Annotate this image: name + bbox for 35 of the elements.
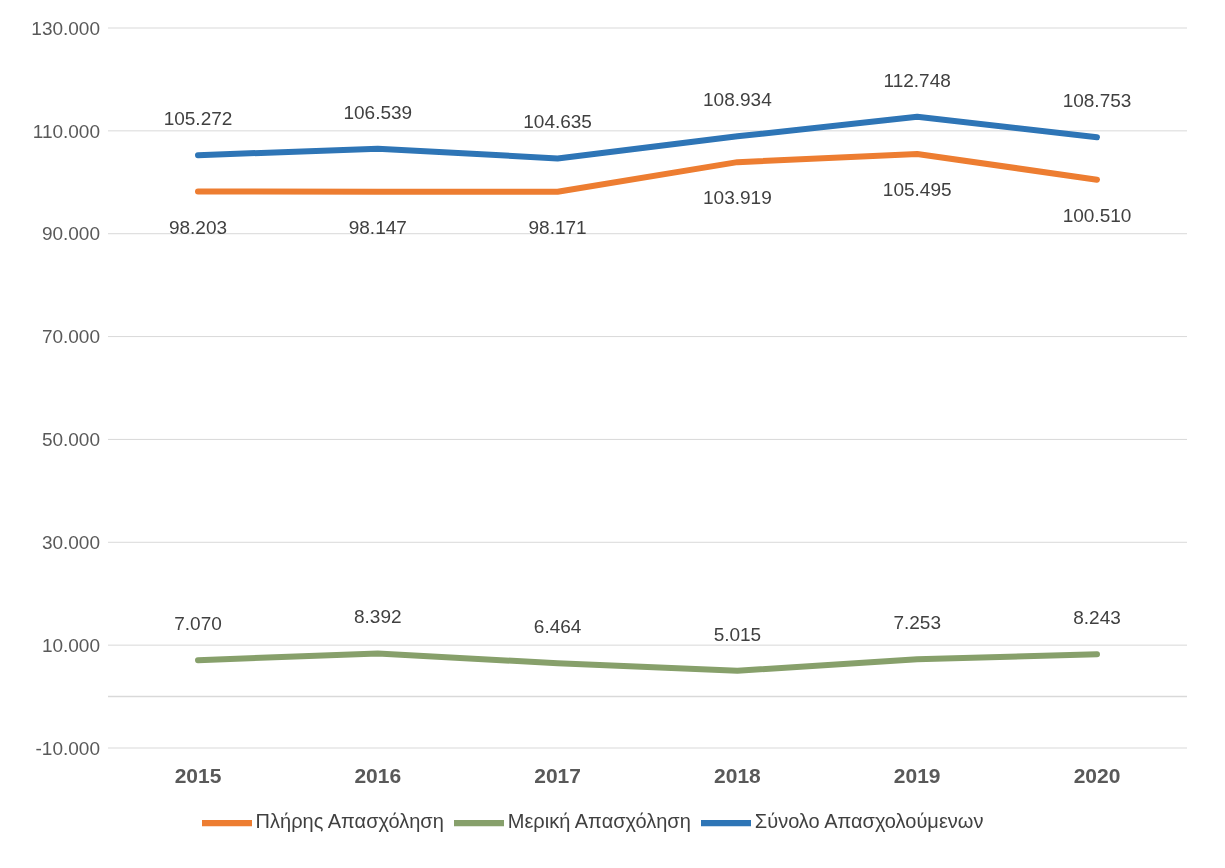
y-tick-label: 90.000 (41, 223, 100, 245)
data-label: 6.464 (533, 616, 582, 638)
x-tick-label: 2016 (354, 763, 402, 787)
y-tick-label: -10.000 (35, 737, 100, 759)
y-tick-label: 130.000 (31, 17, 100, 39)
data-label: 8.243 (1073, 607, 1121, 629)
y-tick-label: 10.000 (41, 634, 100, 656)
data-label: 112.748 (883, 69, 951, 91)
legend-label: Μερική Απασχόληση (507, 810, 691, 833)
x-tick-label: 2020 (1073, 763, 1121, 787)
data-label: 108.934 (703, 89, 773, 111)
y-tick-label: 50.000 (41, 429, 100, 451)
x-tick-label: 2018 (714, 763, 762, 787)
legend-label: Σύνολο Απασχολούμενων (754, 810, 984, 833)
data-label: 106.539 (343, 101, 413, 123)
data-label: 108.753 (1062, 90, 1132, 112)
data-label: 103.919 (703, 187, 772, 209)
data-label: 104.635 (523, 111, 592, 133)
data-label: 7.253 (893, 612, 941, 634)
data-label: 100.510 (1062, 204, 1132, 226)
data-label: 98.203 (168, 216, 228, 238)
x-tick-label: 2017 (534, 763, 581, 787)
data-label: 98.171 (528, 216, 587, 238)
x-tick-label: 2015 (174, 763, 222, 787)
data-label: 105.272 (163, 108, 233, 130)
data-label: 105.495 (882, 179, 952, 201)
data-label: 5.015 (713, 623, 762, 645)
y-tick-label: 70.000 (41, 326, 100, 348)
data-label: 8.392 (354, 606, 402, 628)
y-tick-label: 30.000 (41, 532, 100, 554)
legend-label: Πλήρης Απασχόληση (255, 810, 444, 833)
data-label: 98.147 (348, 216, 407, 238)
y-tick-label: 110.000 (32, 120, 100, 142)
x-tick-label: 2019 (893, 763, 941, 787)
data-label: 7.070 (174, 613, 222, 635)
